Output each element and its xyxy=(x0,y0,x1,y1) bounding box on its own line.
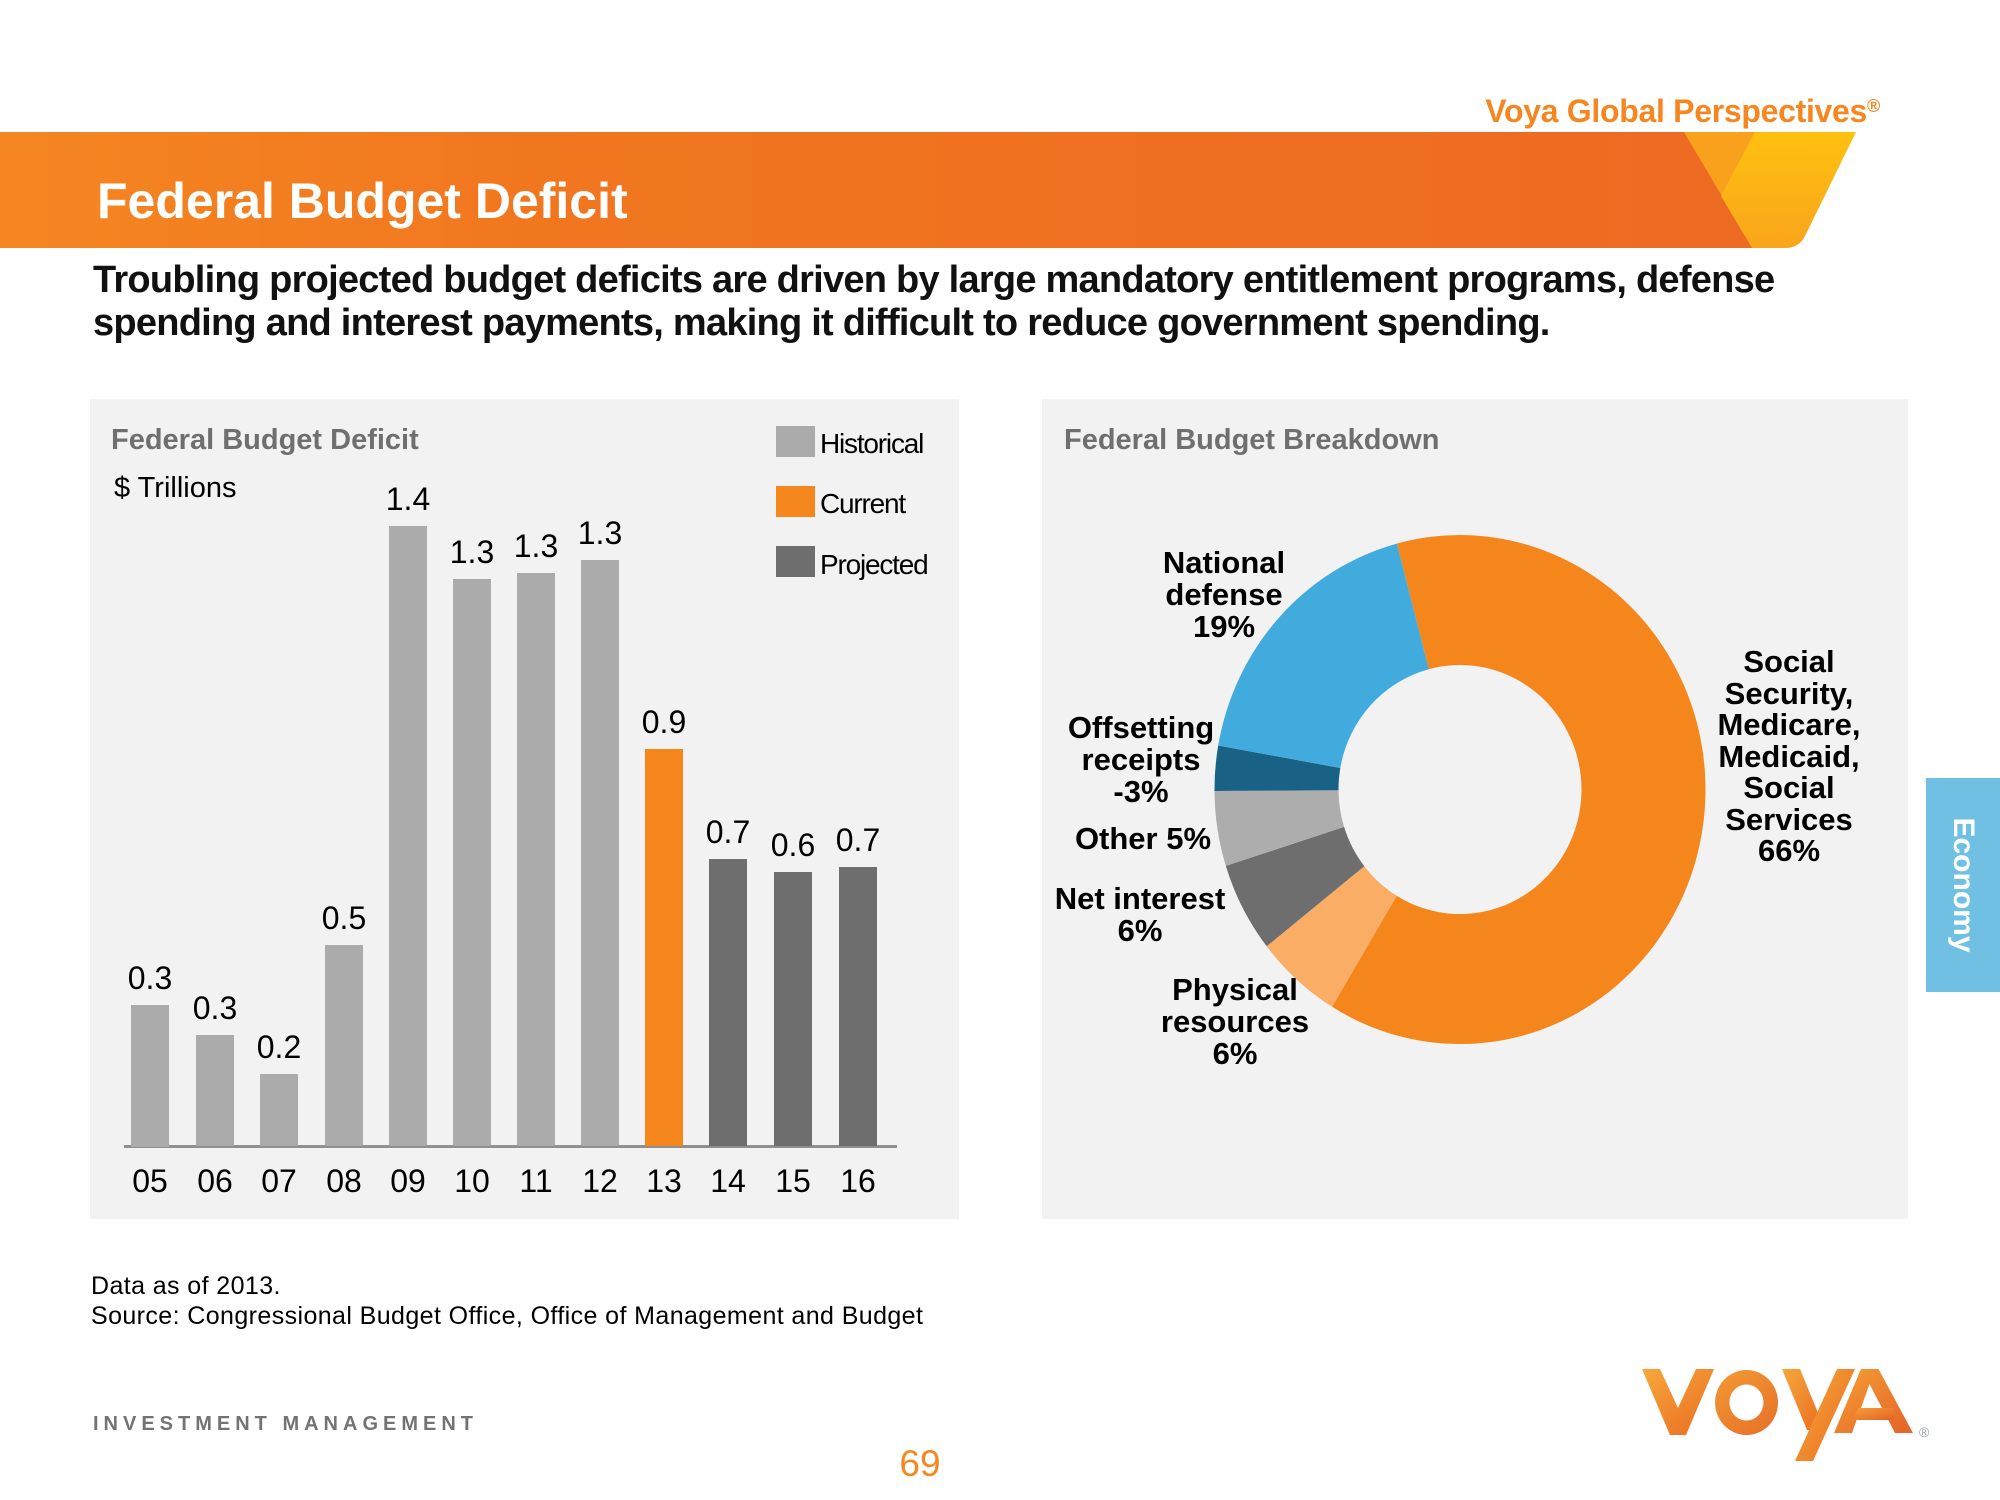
svg-text:®: ® xyxy=(1919,1424,1930,1440)
